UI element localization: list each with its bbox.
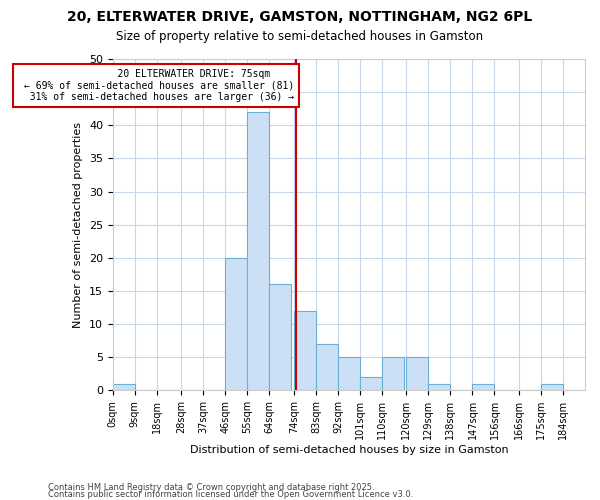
Bar	[338, 357, 360, 390]
Text: 20, ELTERWATER DRIVE, GAMSTON, NOTTINGHAM, NG2 6PL: 20, ELTERWATER DRIVE, GAMSTON, NOTTINGHA…	[67, 10, 533, 24]
Bar	[406, 357, 428, 390]
Text: 20 ELTERWATER DRIVE: 75sqm    
← 69% of semi-detached houses are smaller (81)
  : 20 ELTERWATER DRIVE: 75sqm ← 69% of semi…	[18, 69, 294, 102]
Text: Contains HM Land Registry data © Crown copyright and database right 2025.: Contains HM Land Registry data © Crown c…	[48, 484, 374, 492]
Text: Size of property relative to semi-detached houses in Gamston: Size of property relative to semi-detach…	[116, 30, 484, 43]
Bar	[294, 311, 316, 390]
Bar	[113, 384, 135, 390]
Bar	[247, 112, 269, 390]
Y-axis label: Number of semi-detached properties: Number of semi-detached properties	[73, 122, 83, 328]
Bar	[472, 384, 494, 390]
Bar	[541, 384, 563, 390]
Bar	[316, 344, 338, 391]
Bar	[226, 258, 247, 390]
Text: Contains public sector information licensed under the Open Government Licence v3: Contains public sector information licen…	[48, 490, 413, 499]
X-axis label: Distribution of semi-detached houses by size in Gamston: Distribution of semi-detached houses by …	[190, 445, 508, 455]
Bar	[360, 377, 382, 390]
Bar	[382, 357, 404, 390]
Bar	[428, 384, 451, 390]
Bar	[269, 284, 292, 391]
